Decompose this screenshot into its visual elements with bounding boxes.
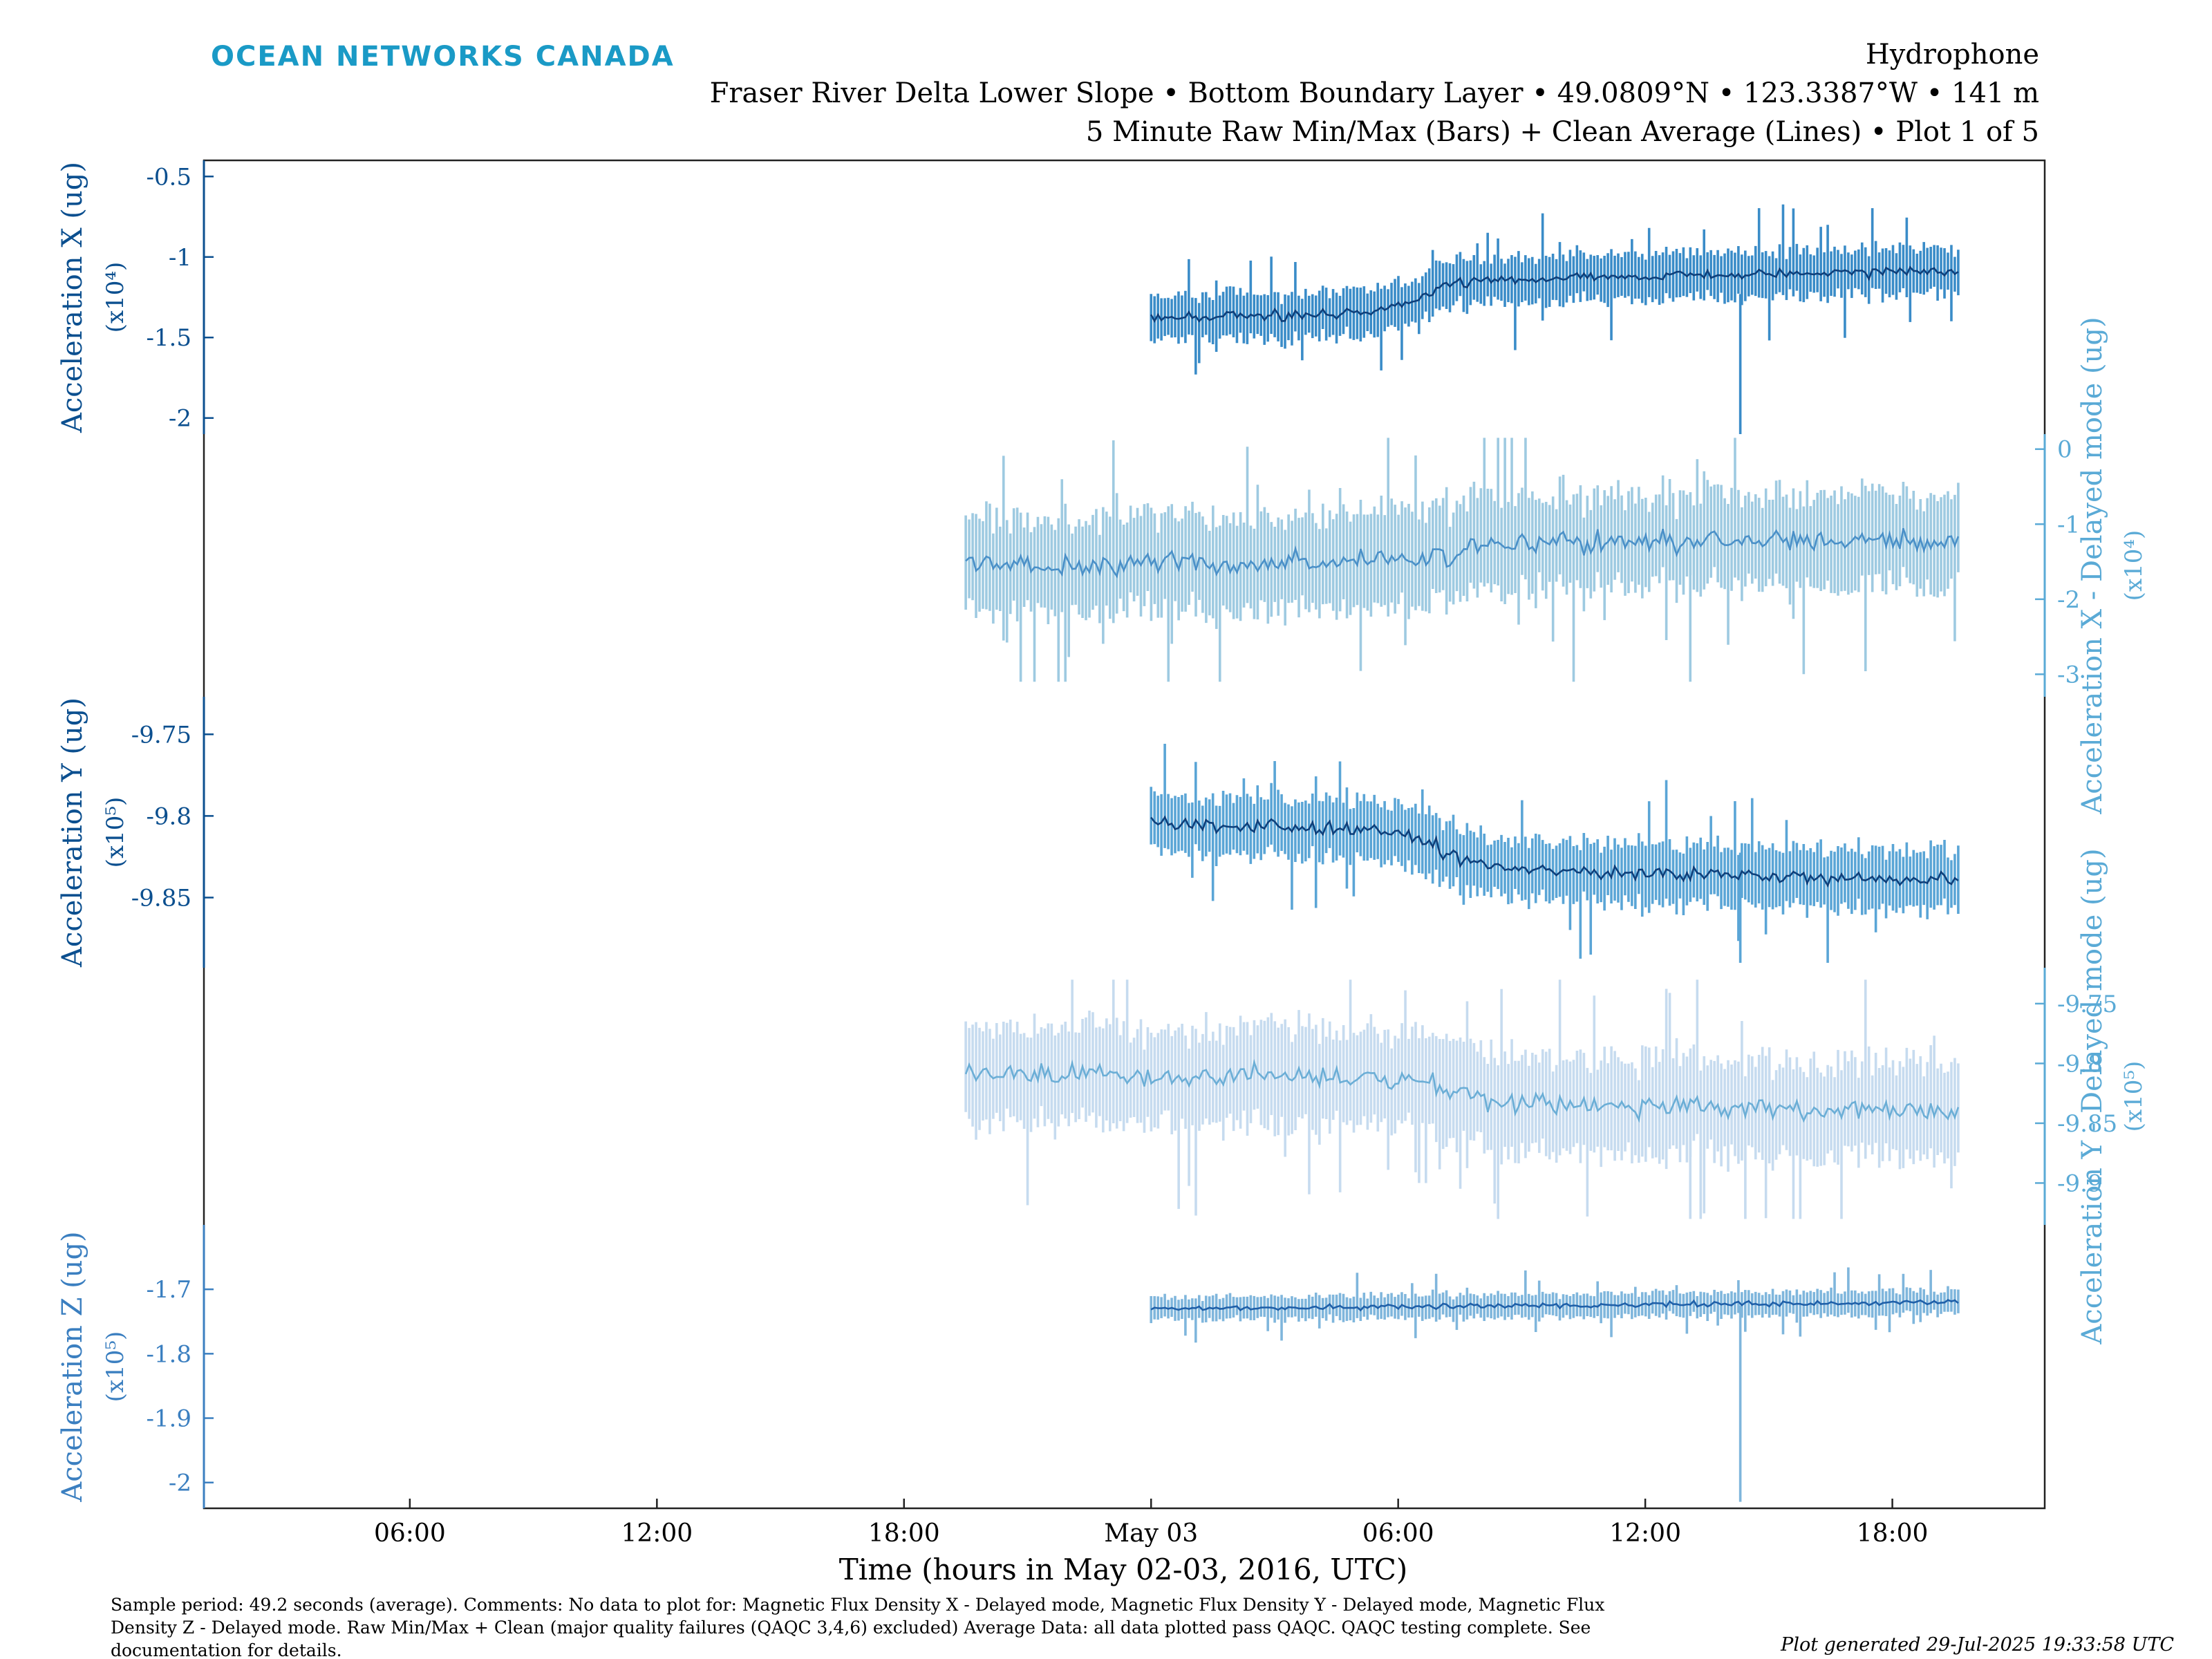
clean-average-line: [1150, 815, 1959, 888]
footer-note-line2: Density Z - Delayed mode. Raw Min/Max + …: [111, 1618, 1591, 1638]
y-tick-label: -9.75: [2057, 991, 2117, 1018]
x-tick-label: 06:00: [1362, 1519, 1434, 1548]
raw-minmax-bars: [1150, 204, 1960, 434]
x-axis-label: Time (hours in May 02-03, 2016, UTC): [839, 1553, 1408, 1586]
y-axis-label: Acceleration Y (ug): [57, 697, 88, 968]
panel-acceleration-z: -1.7 -1.8 -1.9 -2 Acceleration Z (ug) (x10⁵): [57, 1225, 1960, 1508]
raw-minmax-bars: [964, 980, 1960, 1219]
y-axis-scale-label: (x10⁵): [102, 797, 129, 868]
y-axis-label: Acceleration X (ug): [57, 162, 88, 433]
y-tick-label: -9.75: [131, 721, 191, 749]
y-tick-label: -1.5: [146, 324, 191, 352]
y-axis-label: Acceleration Y - Delayed mode (ug): [2077, 848, 2108, 1344]
x-tick-label: 18:00: [868, 1519, 940, 1548]
panel-acceleration-y: -9.75 -9.8 -9.85 Acceleration Y (ug) (x10⁵): [57, 697, 1960, 968]
raw-minmax-bars: [1150, 744, 1960, 963]
y-axis-scale-label: (x10⁵): [2120, 1061, 2148, 1132]
footer-note-line3: documentation for details.: [111, 1640, 342, 1659]
y-tick-label: -1.9: [146, 1405, 191, 1433]
y-tick-label: -1: [169, 244, 191, 272]
footer-note-line1: Sample period: 49.2 seconds (average). C…: [111, 1595, 1604, 1615]
y-tick-label: -3: [2057, 661, 2080, 688]
plot-title: Hydrophone: [1866, 39, 2039, 71]
plot-subtitle-method: 5 Minute Raw Min/Max (Bars) + Clean Aver…: [1086, 116, 2039, 148]
plot-subtitle-location: Fraser River Delta Lower Slope • Bottom …: [710, 77, 2039, 109]
panel-acceleration-x: -0.5 -1 -1.5 -2 Acceleration X (ug) (x10⁴): [57, 160, 1960, 434]
y-tick-label: -1.7: [146, 1276, 191, 1304]
y-axis-label: Acceleration X - Delayed mode (ug): [2077, 317, 2108, 814]
y-axis-label: Acceleration Z (ug): [57, 1231, 88, 1502]
y-tick-label: -2: [169, 1470, 191, 1497]
clean-average-line: [965, 527, 1960, 579]
y-tick-label: -9.85: [2057, 1110, 2117, 1138]
y-tick-label: -2: [2057, 586, 2080, 614]
plot-generated-timestamp: Plot generated 29-Jul-2025 19:33:58 UTC: [1780, 1634, 2174, 1656]
y-tick-label: -1.8: [146, 1340, 191, 1368]
clean-average-line: [1150, 265, 1959, 324]
y-tick-label: -0.5: [146, 163, 191, 191]
raw-minmax-bars: [964, 438, 1960, 682]
clean-average-line: [1150, 1299, 1959, 1312]
y-tick-label: -9.85: [131, 884, 191, 912]
y-tick-label: -9.9: [2057, 1170, 2103, 1197]
y-axis-scale-label: (x10⁵): [102, 1331, 129, 1403]
x-tick-label: 12:00: [621, 1519, 693, 1548]
y-axis-scale-label: (x10⁴): [102, 262, 129, 333]
x-tick-label: 12:00: [1609, 1519, 1681, 1548]
y-tick-label: -9.8: [2057, 1050, 2103, 1078]
y-tick-label: -2: [169, 405, 191, 433]
y-tick-label: -1: [2057, 511, 2080, 538]
y-axis-scale-label: (x10⁴): [2120, 530, 2148, 601]
clean-average-line: [964, 1058, 1960, 1123]
brand-logo: OCEAN NETWORKS CANADA: [211, 41, 675, 73]
x-tick-label: 18:00: [1857, 1519, 1929, 1548]
raw-minmax-bars: [1150, 1267, 1960, 1502]
x-tick-label: May 03: [1104, 1519, 1198, 1548]
y-tick-label: 0: [2057, 436, 2072, 464]
x-tick-label: 06:00: [374, 1519, 446, 1548]
y-tick-label: -9.8: [146, 803, 191, 830]
